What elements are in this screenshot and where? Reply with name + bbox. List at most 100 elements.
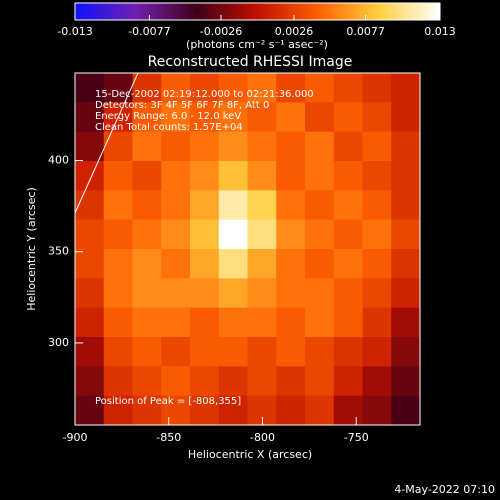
cell	[333, 161, 363, 191]
cell	[190, 337, 220, 367]
cell	[362, 366, 392, 397]
x-tick-label: -850	[156, 431, 181, 444]
cell	[247, 190, 277, 221]
cell	[247, 102, 277, 133]
cell	[190, 307, 220, 338]
cell	[247, 366, 277, 397]
cell	[190, 73, 220, 103]
cell	[276, 307, 306, 338]
colorbar-tick-label: -0.0077	[128, 25, 170, 38]
cell	[190, 278, 220, 309]
cell	[362, 249, 392, 279]
cell	[190, 395, 220, 425]
cell	[218, 307, 248, 338]
cell	[305, 249, 335, 279]
cell	[132, 73, 162, 103]
cell	[276, 73, 306, 103]
cell	[75, 366, 105, 397]
cell	[305, 190, 335, 221]
cell	[75, 219, 105, 250]
cell	[305, 73, 335, 103]
cell	[333, 307, 363, 338]
cell	[218, 278, 248, 309]
cell	[276, 249, 306, 279]
cell	[362, 219, 392, 250]
y-tick-label: 350	[48, 245, 69, 258]
cell	[305, 278, 335, 309]
cell	[161, 219, 191, 250]
cell	[103, 366, 133, 397]
cell	[391, 102, 420, 133]
cell	[161, 395, 191, 425]
cell	[132, 337, 162, 367]
annotation: Clean Total counts: 1.57E+04	[95, 122, 243, 133]
cell	[75, 337, 105, 367]
cell	[161, 131, 191, 162]
cell	[333, 219, 363, 250]
cell	[218, 219, 248, 250]
cell	[333, 337, 363, 367]
cell	[218, 161, 248, 191]
cell	[362, 278, 392, 309]
cell	[75, 102, 105, 133]
cell	[190, 190, 220, 221]
cell	[161, 337, 191, 367]
cell	[305, 161, 335, 191]
cell	[305, 219, 335, 250]
colorbar-tick-label: 0.0026	[275, 25, 314, 38]
colorbar	[74, 2, 441, 21]
cell	[391, 131, 420, 162]
cell	[247, 73, 277, 103]
cell	[190, 249, 220, 279]
cell	[362, 73, 392, 103]
annotation: Energy Range: 6.0 - 12.0 keV	[95, 111, 241, 122]
cell	[75, 249, 105, 279]
colorbar-tick-label: -0.013	[57, 25, 92, 38]
colorbar-tick-label: 0.013	[424, 25, 456, 38]
cell	[190, 161, 220, 191]
cell	[103, 395, 133, 425]
cell	[333, 395, 363, 425]
cell	[333, 73, 363, 103]
cell	[276, 219, 306, 250]
x-tick-label: -900	[63, 431, 88, 444]
cell	[190, 131, 220, 162]
cell	[362, 307, 392, 338]
cell	[218, 73, 248, 103]
cell	[132, 395, 162, 425]
cell	[218, 366, 248, 397]
cell	[161, 73, 191, 103]
cell	[391, 395, 420, 425]
cell	[276, 131, 306, 162]
cell	[362, 395, 392, 425]
cell	[218, 395, 248, 425]
colorbar-tick-label: 0.0077	[346, 25, 385, 38]
cell	[218, 190, 248, 221]
cell	[276, 395, 306, 425]
cell	[103, 131, 133, 162]
x-tick-label: -800	[250, 431, 275, 444]
cell	[132, 161, 162, 191]
cell	[276, 366, 306, 397]
cell	[75, 395, 105, 425]
cell	[132, 307, 162, 338]
cell	[276, 190, 306, 221]
cell	[391, 190, 420, 221]
cell	[362, 102, 392, 133]
chart-title: Reconstructed RHESSI Image	[148, 54, 353, 70]
cell	[75, 73, 105, 103]
cell	[247, 337, 277, 367]
y-tick-label: 400	[48, 154, 69, 167]
cell	[391, 366, 420, 397]
y-tick-label: 300	[48, 336, 69, 349]
x-axis-label: Heliocentric X (arcsec)	[188, 448, 312, 461]
cell	[247, 161, 277, 191]
cell	[276, 278, 306, 309]
cell	[305, 131, 335, 162]
cell	[132, 219, 162, 250]
cell	[391, 249, 420, 279]
colorbar-tick-label: -0.0026	[200, 25, 242, 38]
heatmap	[75, 73, 420, 425]
colorbar-label: (photons cm⁻² s⁻¹ asec⁻²)	[186, 38, 328, 51]
